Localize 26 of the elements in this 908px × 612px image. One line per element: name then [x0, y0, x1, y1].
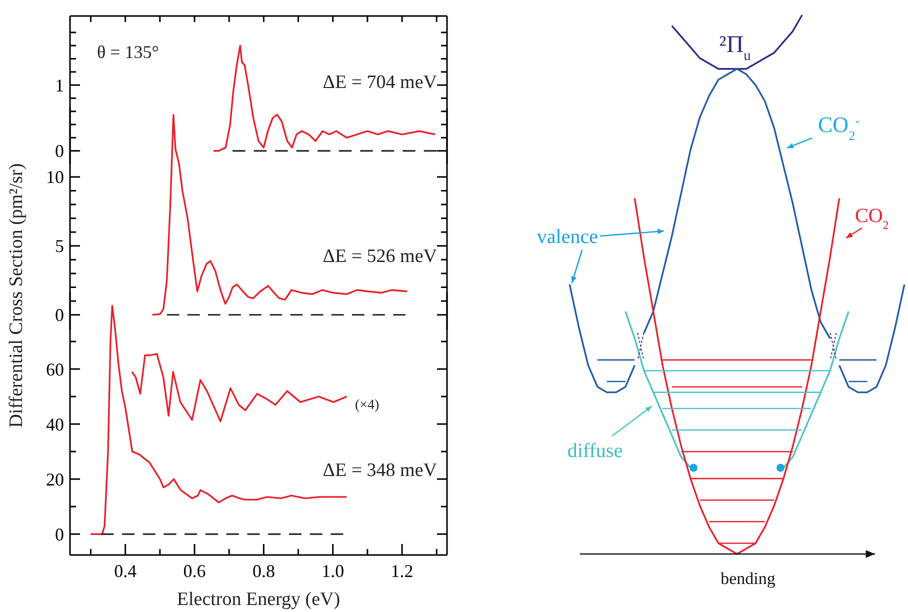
x-tick-label: 0.4 — [114, 561, 137, 581]
x-axis-title: bending — [720, 569, 776, 588]
annotation: CO$_{2}$ — [855, 205, 889, 232]
x-tick-label: 0.6 — [183, 561, 206, 581]
annotation: ΔE = 348 meV — [322, 460, 438, 481]
annotation: ²Π$_{u}$ — [719, 32, 751, 64]
x-tick-label: 0.8 — [252, 561, 275, 581]
y-axis-title: Differential Cross Section (pm²/sr) — [6, 163, 27, 428]
y-tick-label: 0 — [55, 305, 64, 326]
y-tick-label: 5 — [55, 236, 64, 256]
y-tick-label: 10 — [46, 167, 64, 188]
x-tick-label: 1.2 — [390, 561, 414, 581]
y-tick-label: 1 — [55, 75, 64, 96]
x-tick-label: 1.0 — [322, 561, 344, 581]
annotation: (×4) — [355, 398, 380, 413]
annotation: valence — [536, 226, 598, 248]
y-tick-label: 40 — [46, 414, 64, 434]
x-axis-title: Electron Energy (eV) — [176, 589, 340, 610]
annotation: ΔE = 526 meV — [322, 246, 438, 267]
annotation: ΔE = 704 meV — [322, 72, 438, 93]
y-tick-label: 0 — [55, 524, 64, 544]
annotation: θ = 135° — [97, 42, 159, 62]
y-tick-label: 20 — [46, 469, 64, 490]
y-tick-label: 0 — [55, 141, 64, 162]
annotation: diffuse — [567, 440, 623, 462]
y-tick-label: 60 — [46, 359, 64, 380]
